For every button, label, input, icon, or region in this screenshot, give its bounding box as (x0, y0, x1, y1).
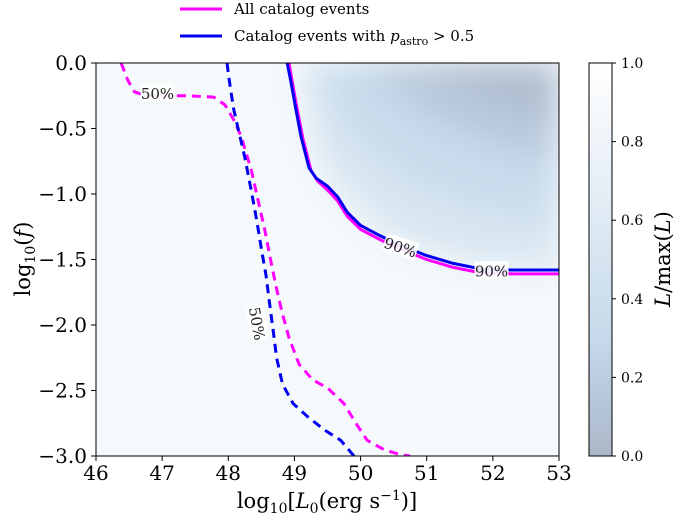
contour-label-text: 90% (475, 262, 508, 280)
y-tick-label: −1.0 (38, 182, 87, 206)
colorbar-title: L/max(L) (651, 211, 675, 308)
colorbar-ticks: 0.0 0.2 0.4 0.6 0.8 1.0 (612, 56, 643, 465)
x-tick-label: 50 (348, 461, 373, 485)
contour-label-1: 50% (245, 305, 270, 342)
legend-label-pastro-catalog: Catalog events with pastro > 0.5 (234, 27, 474, 48)
y-tick-label: −2.0 (38, 313, 87, 337)
y-tick-label: 0.0 (55, 51, 87, 75)
x-tick-label: 52 (480, 461, 505, 485)
y-axis-ticks: 0.0 −0.5 −1.0 −1.5 −2.0 −2.5 −3.0 (38, 51, 96, 468)
contour-label-text: 50% (141, 85, 174, 103)
y-axis-title: log10(f) (11, 222, 39, 297)
colorbar-tick-label: 0.6 (621, 213, 643, 229)
contour-label-bg (381, 232, 420, 261)
x-tick-label: 51 (414, 461, 439, 485)
heatmap-background (96, 63, 559, 456)
contour-series-1-50pct-dashed (225, 63, 356, 456)
x-tick-label: 46 (83, 461, 108, 485)
contour-label-bg (140, 83, 175, 102)
y-tick-label: −2.5 (38, 379, 87, 403)
contour-label-0: 50% (140, 83, 175, 103)
colorbar-gradient (588, 62, 613, 457)
x-axis-ticks: 46 47 48 49 50 51 52 53 (83, 456, 572, 485)
x-tick-label: 53 (546, 461, 571, 485)
colorbar-tick-label: 0.8 (621, 135, 643, 151)
colorbar-tick-label: 1.0 (621, 56, 643, 72)
y-tick-label: −1.5 (38, 248, 87, 272)
contour-label-bg (245, 305, 270, 342)
contour-label-text: 50% (245, 306, 269, 342)
x-axis-title: log10[L0(erg s−1)] (237, 488, 417, 517)
y-tick-label: −3.0 (38, 444, 87, 468)
colorbar-tick-label: 0.2 (621, 370, 643, 386)
contour-labels: 50%50%90%90% (140, 83, 509, 342)
legend-label-all-catalog: All catalog events (233, 0, 369, 18)
contour-series-1-90pct-solid (285, 63, 559, 272)
x-tick-label: 48 (216, 461, 241, 485)
y-tick-label: −0.5 (38, 117, 87, 141)
legend: All catalog events Catalog events with p… (180, 0, 474, 48)
colorbar-tick-label: 0.4 (621, 292, 643, 308)
x-tick-label: 49 (282, 461, 307, 485)
contour-label-bg (474, 261, 509, 280)
contour-label-3: 90% (474, 261, 509, 280)
x-tick-label: 47 (149, 461, 174, 485)
colorbar-tick-label: 0.0 (621, 449, 643, 465)
colorbar: 0.0 0.2 0.4 0.6 0.8 1.0 L/max(L) (588, 56, 675, 465)
